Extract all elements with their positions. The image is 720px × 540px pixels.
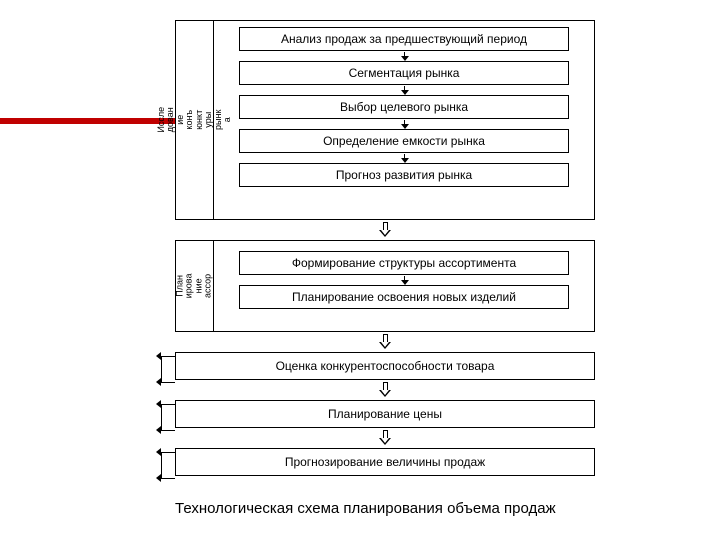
arrow-hollow-down-icon [379,382,391,398]
step-sales-analysis: Анализ продаж за предшествующий период [239,27,569,51]
arrow-hollow-down-icon [379,222,391,238]
arrow-left-icon [156,448,161,456]
flowchart: Иссле дован ие конъ юнкт уры рынк а Анал… [175,20,595,476]
group2-content: Формирование структуры ассортимента План… [214,241,594,331]
step-target-market: Выбор целевого рынка [239,95,569,119]
group-assortment-planning: План ирова ние ассор Формирование структ… [175,240,595,332]
step-sales-forecast: Прогнозирование величины продаж [175,448,595,476]
feedback-line [161,382,175,383]
arrow-left-icon [156,400,161,408]
arrow-hollow-down-icon [379,334,391,350]
group1-content: Анализ продаж за предшествующий период С… [214,21,594,219]
diagram-caption: Технологическая схема планирования объем… [175,500,595,517]
arrow-hollow-down-icon [379,430,391,446]
step-price-planning: Планирование цены [175,400,595,428]
step-segmentation: Сегментация рынка [239,61,569,85]
group1-label: Иссле дован ие конъ юнкт уры рынк а [157,107,233,133]
feedback-line [161,452,175,478]
feedback-line [161,356,175,382]
group-market-research: Иссле дован ие конъ юнкт уры рынк а Анал… [175,20,595,220]
step-forecast-dev: Прогноз развития рынка [239,163,569,187]
step-new-products: Планирование освоения новых изделий [239,285,569,309]
feedback-line [161,478,175,479]
step-capacity: Определение емкости рынка [239,129,569,153]
step-assortment-structure: Формирование структуры ассортимента [239,251,569,275]
feedback-line [161,430,175,431]
group2-label-col: План ирова ние ассор [176,241,214,331]
feedback-line [161,404,175,430]
arrow-left-icon [156,352,161,360]
group2-label: План ирова ние ассор [176,274,214,299]
step-competitiveness: Оценка конкурентоспособности товара [175,352,595,380]
group1-label-col: Иссле дован ие конъ юнкт уры рынк а [176,21,214,219]
accent-bar [0,118,175,124]
